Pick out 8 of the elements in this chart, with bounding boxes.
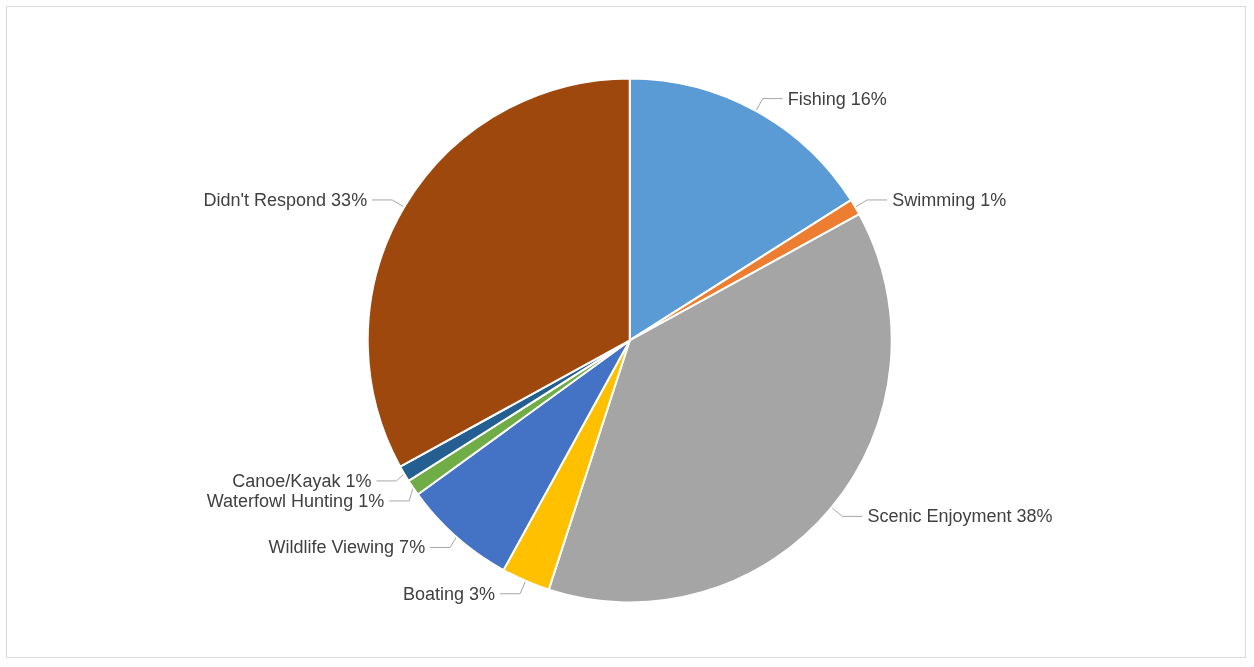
- slice-label: Swimming 1%: [892, 189, 1007, 210]
- slice-label: Didn't Respond 33%: [203, 189, 368, 210]
- slice-label: Boating 3%: [403, 583, 496, 604]
- slice-label: Waterfowl Hunting 1%: [206, 490, 385, 511]
- slice-label: Wildlife Viewing 7%: [268, 537, 426, 558]
- slice-label: Canoe/Kayak 1%: [232, 470, 372, 491]
- slice-label: Scenic Enjoyment 38%: [867, 506, 1053, 527]
- slice-label: Fishing 16%: [787, 88, 887, 109]
